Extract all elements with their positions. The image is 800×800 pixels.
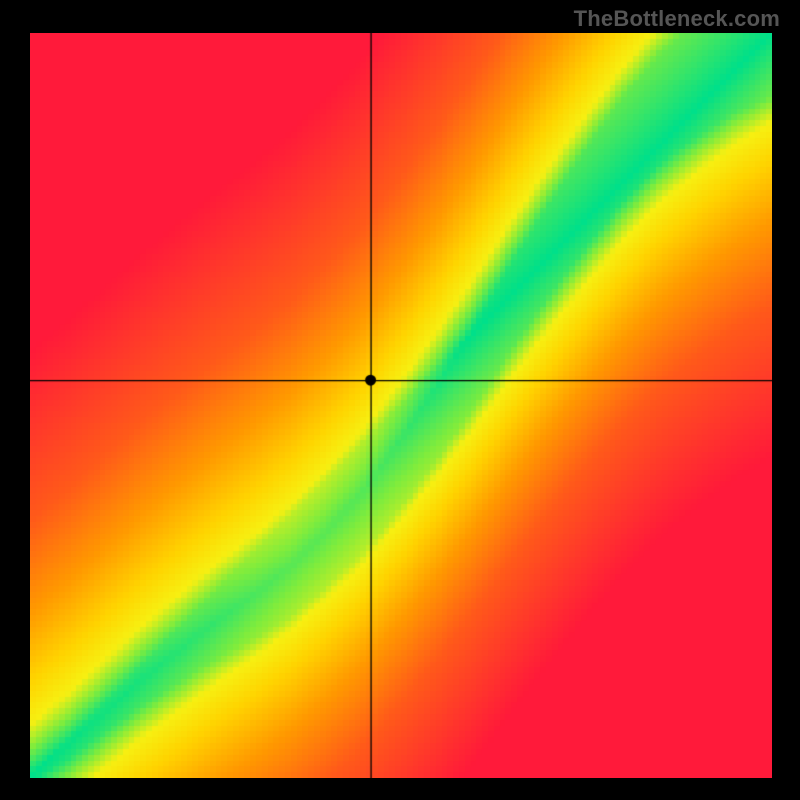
chart-container: TheBottleneck.com: [0, 0, 800, 800]
attribution-label: TheBottleneck.com: [574, 6, 780, 32]
bottleneck-heatmap: [30, 33, 772, 778]
